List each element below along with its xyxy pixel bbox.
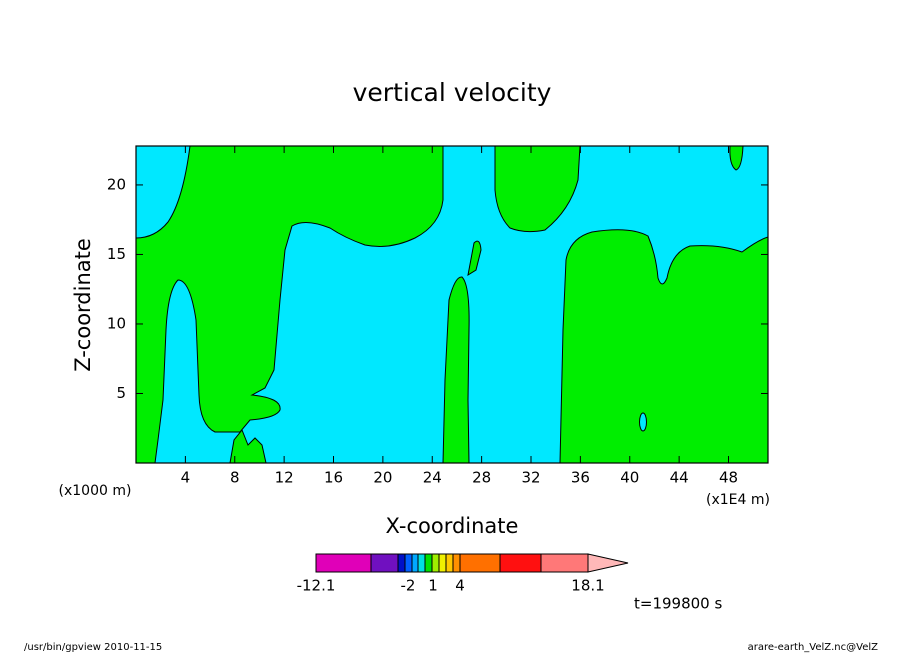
colorbar-segment bbox=[315, 553, 372, 573]
colorbar-segment bbox=[424, 553, 433, 573]
x-tick-label: 20 bbox=[373, 469, 392, 487]
contour-field bbox=[135, 145, 769, 464]
colorbar-tick-label: -12.1 bbox=[297, 577, 336, 595]
x-tick-label: 44 bbox=[670, 469, 689, 487]
colorbar-segment bbox=[452, 553, 461, 573]
x-tick-label: 24 bbox=[423, 469, 442, 487]
x-tick-label: 8 bbox=[230, 469, 240, 487]
colorbar-segment bbox=[404, 553, 413, 573]
x-tick-label: 4 bbox=[181, 469, 191, 487]
colorbar-segment bbox=[417, 553, 426, 573]
colorbar-segment bbox=[499, 553, 542, 573]
chart-title: vertical velocity bbox=[353, 78, 552, 107]
region bbox=[559, 229, 769, 464]
colorbar-tick-label: -2 bbox=[401, 577, 416, 595]
colorbar-segment bbox=[431, 553, 440, 573]
y-tick-label: 5 bbox=[116, 384, 126, 402]
y-tick-label: 10 bbox=[107, 314, 126, 332]
region bbox=[229, 429, 267, 464]
y-tick-label: 20 bbox=[107, 175, 126, 193]
x-tick-label: 28 bbox=[472, 469, 491, 487]
colorbar-segment bbox=[540, 553, 589, 573]
colorbar-segment bbox=[411, 553, 419, 573]
x-tick-label: 48 bbox=[719, 469, 738, 487]
colorbar-segment bbox=[370, 553, 399, 573]
region bbox=[442, 276, 470, 464]
colorbar-tick-label: 1 bbox=[428, 577, 438, 595]
colorbar-segment bbox=[438, 553, 447, 573]
footer: arare-earth_VelZ.nc@VelZ bbox=[748, 642, 879, 653]
region bbox=[467, 240, 482, 277]
x-tick-label: 32 bbox=[521, 469, 540, 487]
plot-frame bbox=[135, 145, 769, 464]
region bbox=[729, 145, 744, 171]
region bbox=[639, 412, 647, 432]
x-unit: (x1000 m) bbox=[59, 483, 132, 499]
y-axis-label: Z-coordinate bbox=[71, 238, 95, 372]
x-tick-label: 40 bbox=[620, 469, 639, 487]
colorbar-segment bbox=[397, 553, 406, 573]
colorbar-tick-label: 18.1 bbox=[571, 577, 604, 595]
colorbar-extension bbox=[587, 553, 629, 573]
colorbar-segment bbox=[459, 553, 501, 573]
footer: /usr/bin/gpview 2010-11-15 bbox=[24, 642, 162, 653]
y-tick-label: 15 bbox=[107, 245, 126, 263]
x-unit: (x1E4 m) bbox=[706, 492, 770, 508]
time-label: t=199800 s bbox=[634, 595, 722, 613]
x-tick-label: 36 bbox=[571, 469, 590, 487]
x-tick-label: 12 bbox=[275, 469, 294, 487]
x-tick-label: 16 bbox=[324, 469, 343, 487]
region bbox=[494, 145, 581, 233]
colorbar-tick-label: 4 bbox=[455, 577, 465, 595]
x-axis-label: X-coordinate bbox=[386, 514, 519, 538]
colorbar-segment bbox=[445, 553, 454, 573]
